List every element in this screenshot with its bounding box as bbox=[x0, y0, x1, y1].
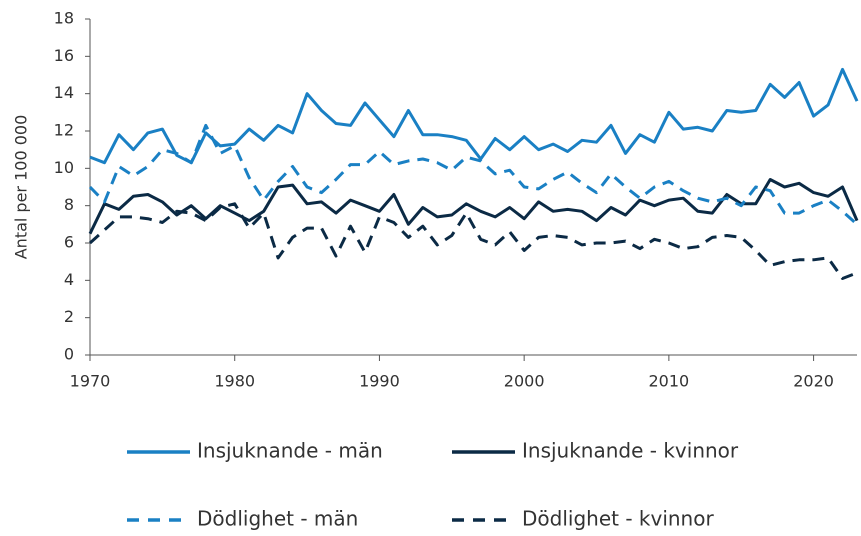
x-tick-label: 2010 bbox=[649, 372, 690, 391]
x-tick-label: 2000 bbox=[504, 372, 545, 391]
series-line bbox=[89, 67, 859, 165]
y-tick-label: 2 bbox=[64, 307, 74, 326]
y-axis-label: Antal per 100 000 bbox=[12, 115, 31, 260]
y-tick-label: 16 bbox=[54, 46, 74, 65]
y-tick-label: 8 bbox=[64, 195, 74, 214]
x-tick-label: 1990 bbox=[359, 372, 400, 391]
y-tick-label: 14 bbox=[54, 83, 74, 102]
series-line bbox=[88, 123, 859, 226]
y-tick-label: 6 bbox=[64, 233, 74, 252]
y-tick-label: 10 bbox=[54, 158, 74, 177]
series-line bbox=[88, 202, 858, 280]
y-tick-label: 12 bbox=[54, 121, 74, 140]
legend-label: Insjuknande - män bbox=[197, 439, 383, 463]
x-tick-label: 2020 bbox=[793, 372, 834, 391]
legend-label: Insjuknande - kvinnor bbox=[522, 439, 739, 463]
y-tick-label: 0 bbox=[64, 345, 74, 364]
legend-label: Dödlighet - män bbox=[197, 507, 358, 531]
y-tick-label: 4 bbox=[64, 270, 74, 289]
x-tick-label: 1970 bbox=[70, 372, 111, 391]
y-tick-label: 18 bbox=[54, 9, 74, 28]
x-tick-label: 1980 bbox=[214, 372, 255, 391]
legend-label: Dödlighet - kvinnor bbox=[522, 507, 714, 531]
